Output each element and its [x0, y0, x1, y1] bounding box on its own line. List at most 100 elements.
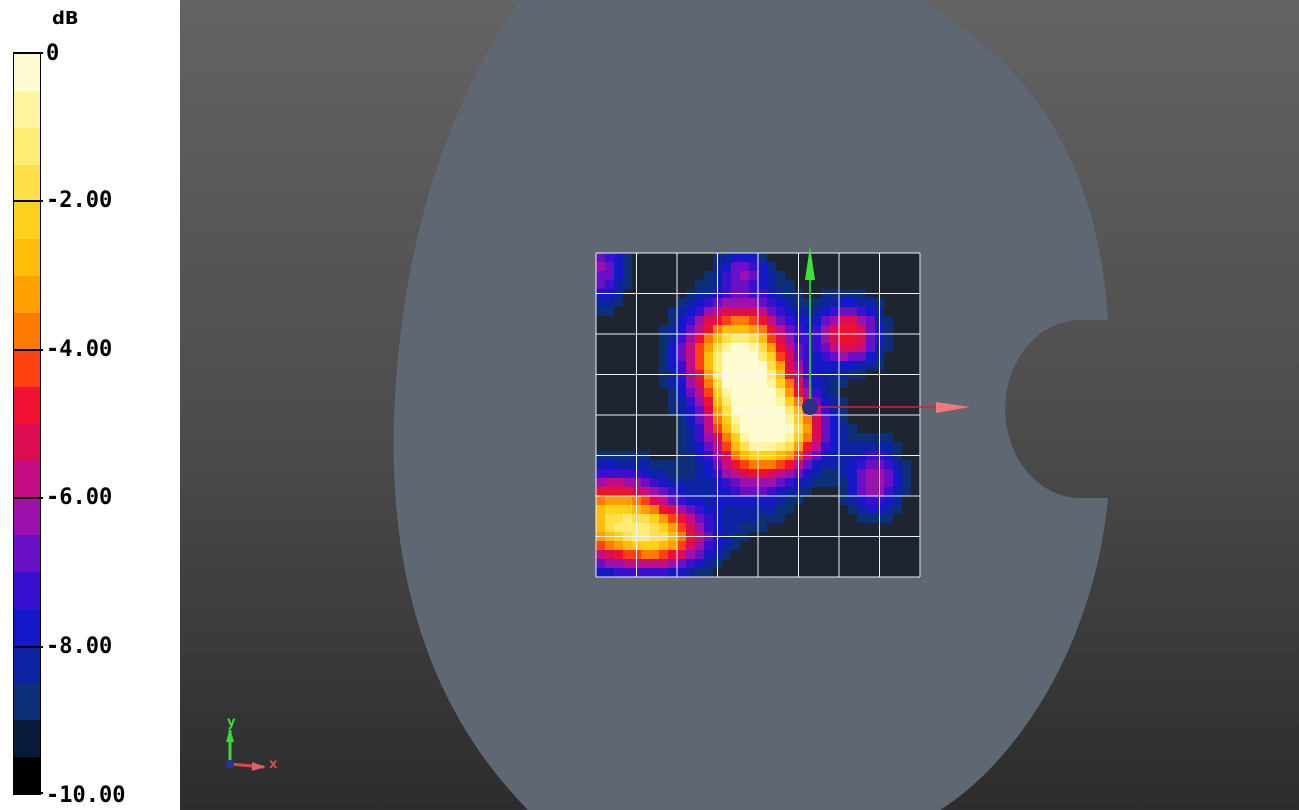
heatmap-cell: [821, 343, 831, 353]
heatmap-cell: [677, 307, 687, 317]
heatmap-cell: [767, 424, 777, 434]
heatmap-cell: [821, 388, 831, 398]
heatmap-cell: [650, 469, 660, 479]
heatmap-cell: [812, 388, 822, 398]
heatmap-cell: [596, 343, 606, 353]
heatmap-cell: [812, 352, 822, 362]
heatmap-cell: [623, 523, 633, 533]
heatmap-cell: [857, 541, 867, 551]
heatmap-cell: [668, 442, 678, 452]
heatmap-cell: [731, 325, 741, 335]
heatmap-cell: [848, 280, 858, 290]
heatmap-cell: [686, 496, 696, 506]
heatmap-cell: [614, 568, 624, 578]
heatmap-cell: [731, 505, 741, 515]
heatmap-cell: [767, 361, 777, 371]
heatmap-cell: [893, 415, 903, 425]
heatmap-cell: [596, 388, 606, 398]
heatmap-cell: [722, 424, 732, 434]
heatmap-cell: [677, 460, 687, 470]
heatmap-cell: [812, 460, 822, 470]
heatmap-cell: [623, 388, 633, 398]
heatmap-cell: [812, 514, 822, 524]
heatmap-cell: [776, 478, 786, 488]
heatmap-cell: [803, 469, 813, 479]
heatmap-cell: [677, 397, 687, 407]
heatmap-cell: [911, 424, 921, 434]
scene-canvas[interactable]: y x: [180, 0, 1299, 810]
heatmap-cell: [893, 316, 903, 326]
heatmap-cell: [767, 253, 777, 263]
heatmap-cell: [893, 262, 903, 272]
heatmap-cell: [596, 514, 606, 524]
heatmap-cell: [605, 253, 615, 263]
heatmap-cell: [740, 397, 750, 407]
heatmap-cell: [857, 496, 867, 506]
heatmap-cell: [848, 514, 858, 524]
heatmap-cell: [749, 424, 759, 434]
heatmap-cell: [749, 298, 759, 308]
heatmap-cell: [803, 280, 813, 290]
heatmap-cell: [776, 343, 786, 353]
heatmap-cell: [893, 388, 903, 398]
heatmap-cell: [830, 487, 840, 497]
heatmap-cell: [659, 316, 669, 326]
legend-color-bar: [13, 53, 41, 795]
heatmap-cell: [695, 541, 705, 551]
heatmap-cell: [677, 469, 687, 479]
heatmap-cell: [866, 280, 876, 290]
heatmap-cell: [641, 352, 651, 362]
heatmap-cell: [614, 559, 624, 569]
heatmap-cell: [902, 361, 912, 371]
legend-tick-label: -4.00: [46, 336, 113, 362]
heatmap-cell: [659, 442, 669, 452]
heatmap-cell: [596, 415, 606, 425]
heatmap-cell: [902, 559, 912, 569]
heatmap-cell: [866, 514, 876, 524]
heatmap-cell: [650, 460, 660, 470]
measurement-grid: [595, 252, 921, 578]
heatmap-cell: [596, 325, 606, 335]
heatmap-cell: [758, 415, 768, 425]
heatmap-cell: [605, 343, 615, 353]
heatmap-cell: [668, 298, 678, 308]
heatmap-cell: [866, 388, 876, 398]
heatmap-cell: [740, 334, 750, 344]
heatmap-cell: [695, 469, 705, 479]
heatmap-cell: [911, 253, 921, 263]
heatmap-cell: [767, 568, 777, 578]
heatmap-cell: [866, 478, 876, 488]
heatmap-cell: [902, 505, 912, 515]
heatmap-cell: [758, 550, 768, 560]
heatmap-cell: [677, 343, 687, 353]
heatmap-cell: [848, 415, 858, 425]
heatmap-cell: [596, 316, 606, 326]
heatmap-cell: [641, 559, 651, 569]
heatmap-cell: [731, 415, 741, 425]
heatmap-cell: [776, 406, 786, 416]
heatmap-cell: [677, 253, 687, 263]
heatmap-cell: [812, 343, 822, 353]
heatmap-cell: [785, 253, 795, 263]
heatmap-cell: [857, 424, 867, 434]
heatmap-cell: [605, 550, 615, 560]
heatmap-cell: [695, 523, 705, 533]
heatmap-cell: [677, 415, 687, 425]
heatmap-cell: [839, 505, 849, 515]
heatmap-cell: [731, 523, 741, 533]
heatmap-cell: [596, 280, 606, 290]
heatmap-cell: [614, 352, 624, 362]
heatmap-cell: [785, 559, 795, 569]
heatmap-cell: [893, 334, 903, 344]
heatmap-cell: [605, 316, 615, 326]
heatmap-cell: [785, 442, 795, 452]
heatmap-cell: [623, 496, 633, 506]
heatmap-cell: [803, 541, 813, 551]
heatmap-cell: [605, 541, 615, 551]
heatmap-cell: [776, 361, 786, 371]
3d-viewport[interactable]: y x: [180, 0, 1299, 810]
heatmap-cell: [902, 298, 912, 308]
heatmap-cell: [731, 460, 741, 470]
heatmap-cell: [893, 487, 903, 497]
heatmap-cell: [722, 415, 732, 425]
